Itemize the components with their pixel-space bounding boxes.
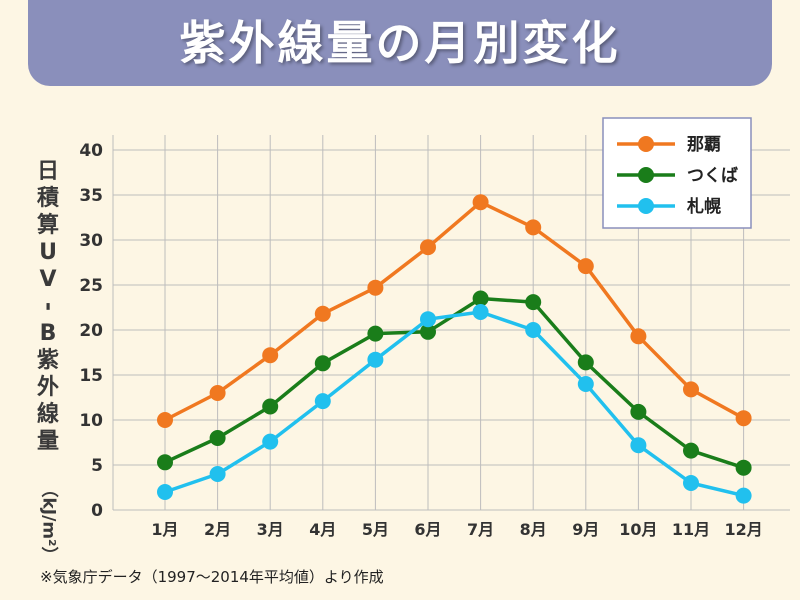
legend-box — [602, 117, 752, 229]
data-point-0 — [630, 328, 647, 345]
series-line-0 — [164, 200, 745, 422]
y-axis-label-char: B — [39, 321, 57, 346]
data-point-0 — [525, 219, 542, 236]
data-point-2 — [314, 393, 331, 410]
y-tick-label: 15 — [79, 366, 103, 386]
data-point-2 — [262, 433, 279, 450]
legend-label: 札幌 — [686, 196, 721, 217]
x-tick-label: 7月 — [467, 520, 494, 539]
data-point-2 — [472, 304, 489, 320]
legend-swatch-marker — [638, 136, 654, 152]
data-point-2 — [735, 487, 752, 504]
y-tick-label: 0 — [91, 501, 103, 521]
x-tick-label: 6月 — [414, 520, 441, 539]
data-point-1 — [525, 294, 542, 311]
data-point-1 — [209, 430, 226, 446]
legend-swatch-marker — [638, 198, 654, 214]
y-tick-label: 30 — [79, 231, 103, 251]
data-point-2 — [683, 475, 699, 491]
data-point-2 — [367, 351, 384, 368]
data-point-0 — [735, 410, 752, 427]
x-tick-label: 3月 — [257, 520, 284, 539]
data-point-1 — [472, 290, 489, 307]
series-line-1 — [164, 296, 745, 470]
data-point-0 — [577, 258, 594, 275]
data-point-1 — [735, 459, 752, 476]
data-point-1 — [577, 354, 594, 371]
data-point-1 — [314, 355, 331, 372]
x-tick-label: 9月 — [572, 520, 599, 539]
data-point-0 — [420, 239, 436, 256]
y-tick-label: 5 — [91, 456, 103, 476]
data-point-1 — [630, 403, 647, 420]
legend-swatch-marker — [638, 167, 654, 183]
y-axis-label-char: 積 — [36, 186, 59, 211]
x-tick-label: 4月 — [309, 520, 336, 539]
data-point-1 — [262, 398, 279, 415]
x-tick-label: 10月 — [619, 520, 657, 539]
footnote: ※気象庁データ（1997〜2014年平均値）より作成 — [40, 568, 384, 586]
y-axis-label-char: 量 — [36, 429, 59, 454]
legend-label: 那覇 — [687, 135, 721, 155]
data-point-1 — [367, 325, 384, 342]
data-point-0 — [472, 194, 489, 211]
y-tick-label: 40 — [79, 141, 103, 161]
y-tick-label: 35 — [79, 186, 103, 206]
x-tick-label: 1月 — [151, 520, 178, 539]
data-point-0 — [157, 412, 173, 428]
data-point-2 — [209, 466, 226, 482]
legend-label: つくば — [687, 166, 738, 186]
data-point-2 — [157, 484, 173, 500]
x-tick-label: 8月 — [520, 520, 547, 539]
y-axis-label-char: 紫 — [36, 348, 59, 373]
data-point-2 — [577, 376, 594, 392]
title-banner: 紫外線量の月別変化 — [28, 0, 772, 86]
x-tick-label: 2月 — [204, 520, 231, 539]
y-axis-label-char: 算 — [36, 213, 59, 238]
y-axis-label-char: U — [39, 240, 57, 265]
data-point-1 — [683, 442, 699, 459]
data-point-1 — [420, 323, 436, 340]
y-axis-label-char: 外 — [36, 375, 59, 400]
data-point-1 — [157, 454, 173, 471]
x-tick-label: 11月 — [672, 520, 710, 539]
data-point-0 — [314, 305, 331, 322]
data-point-0 — [367, 279, 384, 296]
y-axis-label-char: 日 — [36, 159, 59, 184]
chart-title: 紫外線量の月別変化 — [179, 16, 621, 70]
data-point-0 — [683, 381, 699, 398]
y-axis-label: 日 積 算 U V - B 紫 外 線 量 （kJ/m²） — [30, 158, 66, 564]
data-point-2 — [630, 437, 647, 454]
y-tick-label: 10 — [79, 411, 103, 431]
data-point-0 — [262, 347, 279, 364]
y-axis-label-char: V — [39, 267, 57, 292]
data-point-2 — [420, 311, 436, 328]
x-tick-label: 5月 — [362, 520, 389, 539]
y-axis-label-char: 線 — [36, 402, 59, 427]
y-tick-label: 20 — [79, 321, 103, 341]
y-tick-label: 25 — [79, 276, 103, 296]
data-point-2 — [525, 322, 542, 338]
series-line-2 — [164, 310, 745, 498]
data-point-0 — [209, 385, 226, 401]
x-tick-label: 12月 — [724, 520, 762, 539]
